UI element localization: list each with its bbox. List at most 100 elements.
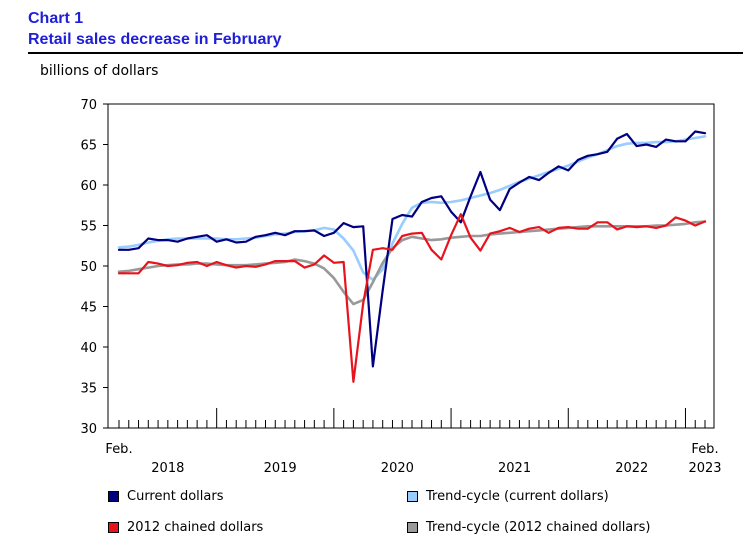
data-point-trend-cycle-2012-chained-dollars bbox=[127, 269, 130, 272]
data-point-current-dollars bbox=[694, 130, 697, 133]
data-point-trend-cycle-2012-chained-dollars bbox=[401, 239, 404, 241]
chart-number: Chart 1 bbox=[28, 10, 84, 27]
data-point-trend-cycle-current-dollars bbox=[625, 142, 628, 145]
data-point-trend-cycle-2012-chained-dollars bbox=[684, 222, 687, 225]
data-point-current-dollars bbox=[352, 226, 355, 229]
data-point-current-dollars bbox=[225, 238, 228, 241]
data-point-current-dollars bbox=[430, 197, 433, 199]
data-point-trend-cycle-2012-chained-dollars bbox=[440, 238, 443, 241]
data-point-2012-chained-dollars bbox=[293, 260, 296, 263]
data-point-current-dollars bbox=[323, 235, 325, 237]
data-point-trend-cycle-2012-chained-dollars bbox=[342, 291, 345, 293]
data-point-trend-cycle-2012-chained-dollars bbox=[420, 237, 423, 240]
series-line-current-dollars bbox=[117, 130, 707, 368]
data-point-2012-chained-dollars bbox=[655, 227, 658, 229]
data-point-2012-chained-dollars bbox=[391, 248, 394, 251]
data-point-current-dollars bbox=[489, 198, 492, 201]
legend-swatch-trend-current bbox=[407, 491, 418, 502]
data-point-current-dollars bbox=[538, 179, 540, 182]
data-point-trend-cycle-2012-chained-dollars bbox=[459, 235, 462, 238]
data-point-2012-chained-dollars bbox=[411, 232, 413, 235]
data-point-2012-chained-dollars bbox=[127, 272, 130, 275]
data-point-trend-cycle-current-dollars bbox=[137, 244, 140, 246]
chart-header: Chart 1 Retail sales decrease in Februar… bbox=[28, 8, 281, 50]
data-point-current-dollars bbox=[186, 237, 189, 240]
data-point-trend-cycle-2012-chained-dollars bbox=[235, 264, 238, 267]
data-point-2012-chained-dollars bbox=[254, 265, 257, 268]
data-point-2012-chained-dollars bbox=[508, 227, 511, 229]
data-point-current-dollars bbox=[245, 240, 247, 243]
data-point-2012-chained-dollars bbox=[577, 227, 579, 230]
data-point-current-dollars bbox=[469, 195, 472, 198]
data-point-trend-cycle-current-dollars bbox=[332, 228, 335, 231]
data-point-trend-cycle-2012-chained-dollars bbox=[596, 225, 599, 228]
data-point-2012-chained-dollars bbox=[206, 265, 208, 267]
data-point-trend-cycle-current-dollars bbox=[499, 188, 501, 191]
data-point-2012-chained-dollars bbox=[166, 265, 169, 267]
data-point-2012-chained-dollars bbox=[606, 221, 609, 224]
legend-item-chained-dollars: 2012 chained dollars bbox=[108, 520, 263, 535]
y-tick-label: 55 bbox=[80, 220, 97, 235]
y-axis-unit-label: billions of dollars bbox=[40, 63, 159, 79]
data-point-current-dollars bbox=[381, 289, 384, 292]
data-point-current-dollars bbox=[450, 210, 452, 213]
data-point-2012-chained-dollars bbox=[625, 225, 628, 228]
legend-swatch-chained-dollars bbox=[108, 522, 119, 533]
data-point-trend-cycle-2012-chained-dollars bbox=[586, 225, 589, 228]
data-point-trend-cycle-2012-chained-dollars bbox=[499, 232, 501, 235]
data-point-current-dollars bbox=[303, 230, 306, 233]
data-point-2012-chained-dollars bbox=[342, 261, 345, 263]
x-year-label: 2022 bbox=[615, 461, 648, 476]
data-point-trend-cycle-2012-chained-dollars bbox=[674, 223, 677, 226]
data-point-trend-cycle-current-dollars bbox=[196, 237, 199, 240]
legend-item-current-dollars: Current dollars bbox=[108, 489, 223, 504]
data-point-2012-chained-dollars bbox=[586, 227, 589, 230]
data-point-trend-cycle-current-dollars bbox=[381, 268, 384, 271]
data-point-trend-cycle-2012-chained-dollars bbox=[538, 229, 540, 232]
y-tick-label: 40 bbox=[80, 341, 97, 356]
data-point-current-dollars bbox=[508, 188, 511, 190]
data-point-trend-cycle-2012-chained-dollars bbox=[323, 267, 325, 270]
data-point-current-dollars bbox=[157, 239, 159, 241]
data-point-current-dollars bbox=[684, 140, 687, 143]
data-point-trend-cycle-2012-chained-dollars bbox=[352, 303, 355, 305]
data-point-current-dollars bbox=[293, 230, 296, 233]
data-point-current-dollars bbox=[166, 239, 169, 241]
data-point-trend-cycle-current-dollars bbox=[118, 246, 120, 249]
data-point-trend-cycle-2012-chained-dollars bbox=[206, 262, 208, 265]
data-point-current-dollars bbox=[479, 171, 482, 173]
x-year-label: 2021 bbox=[498, 461, 531, 476]
data-point-2012-chained-dollars bbox=[635, 226, 638, 229]
data-point-2012-chained-dollars bbox=[547, 231, 550, 234]
data-point-2012-chained-dollars bbox=[176, 264, 179, 267]
data-point-trend-cycle-current-dollars bbox=[323, 227, 325, 229]
data-point-trend-cycle-current-dollars bbox=[206, 237, 208, 240]
data-point-trend-cycle-current-dollars bbox=[538, 174, 540, 177]
data-point-current-dollars bbox=[440, 195, 443, 198]
y-tick-label: 60 bbox=[80, 179, 97, 194]
data-point-2012-chained-dollars bbox=[430, 248, 433, 251]
data-point-2012-chained-dollars bbox=[459, 213, 462, 216]
data-point-trend-cycle-current-dollars bbox=[704, 135, 706, 138]
data-point-trend-cycle-2012-chained-dollars bbox=[137, 268, 140, 271]
data-point-2012-chained-dollars bbox=[704, 220, 706, 223]
data-point-2012-chained-dollars bbox=[528, 227, 531, 230]
data-point-trend-cycle-current-dollars bbox=[479, 194, 482, 197]
data-point-current-dollars bbox=[586, 154, 589, 157]
data-point-2012-chained-dollars bbox=[186, 261, 189, 264]
data-point-current-dollars bbox=[342, 222, 345, 224]
data-point-trend-cycle-current-dollars bbox=[459, 199, 462, 202]
data-point-trend-cycle-current-dollars bbox=[127, 245, 130, 248]
data-point-current-dollars bbox=[118, 248, 120, 251]
data-point-trend-cycle-current-dollars bbox=[645, 141, 648, 144]
data-point-2012-chained-dollars bbox=[450, 234, 452, 237]
legend-item-trend-current: Trend-cycle (current dollars) bbox=[407, 489, 609, 504]
data-point-current-dollars bbox=[362, 225, 365, 228]
data-point-trend-cycle-current-dollars bbox=[655, 141, 658, 143]
data-point-2012-chained-dollars bbox=[538, 226, 540, 229]
data-point-trend-cycle-current-dollars bbox=[557, 167, 560, 170]
data-point-current-dollars bbox=[704, 132, 706, 135]
data-point-trend-cycle-current-dollars bbox=[635, 141, 638, 144]
data-point-2012-chained-dollars bbox=[225, 264, 228, 267]
data-point-trend-cycle-2012-chained-dollars bbox=[616, 225, 618, 228]
